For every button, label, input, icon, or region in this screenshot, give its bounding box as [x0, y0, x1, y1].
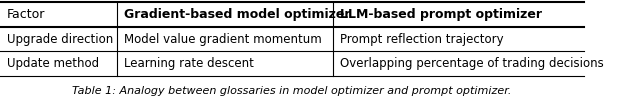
- Text: Model value gradient momentum: Model value gradient momentum: [124, 33, 321, 46]
- Text: Update method: Update method: [7, 57, 99, 70]
- Text: Table 1: Analogy between glossaries in model optimizer and prompt optimizer.: Table 1: Analogy between glossaries in m…: [72, 86, 511, 96]
- Text: Upgrade direction: Upgrade direction: [7, 33, 113, 46]
- Text: LLM-based prompt optimizer: LLM-based prompt optimizer: [340, 8, 541, 21]
- Text: Overlapping percentage of trading decisions: Overlapping percentage of trading decisi…: [340, 57, 604, 70]
- Text: Prompt reflection trajectory: Prompt reflection trajectory: [340, 33, 503, 46]
- Text: Gradient-based model optimizer: Gradient-based model optimizer: [124, 8, 350, 21]
- Text: Factor: Factor: [7, 8, 45, 21]
- Text: Learning rate descent: Learning rate descent: [124, 57, 253, 70]
